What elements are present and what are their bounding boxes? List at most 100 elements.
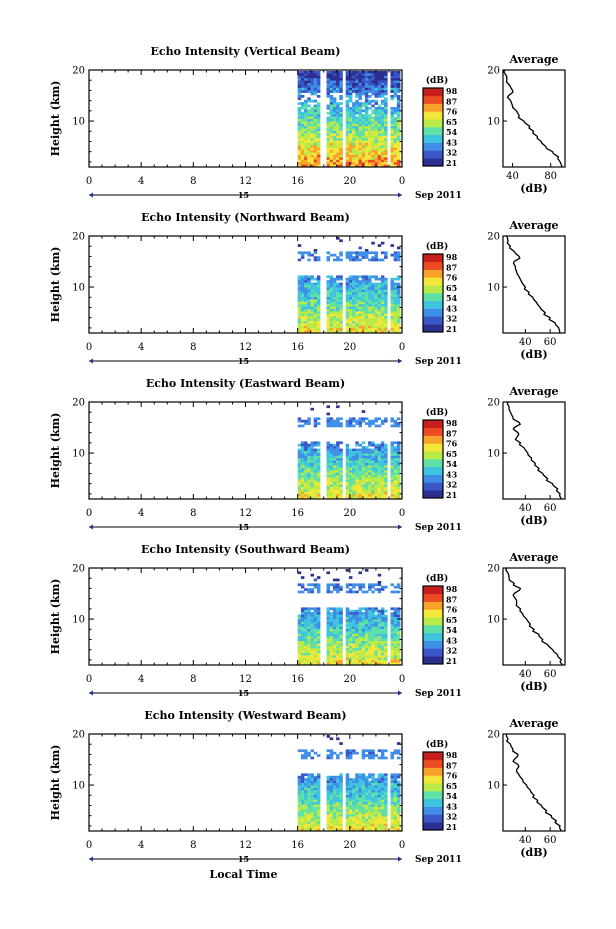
- heatmap-cell: [307, 802, 311, 805]
- heatmap-cell: [374, 472, 378, 476]
- heatmap-cell: [361, 797, 366, 801]
- heatmap-cell: [300, 804, 305, 808]
- heatmap-cell: [304, 135, 308, 139]
- heatmap-cell: [384, 773, 388, 777]
- heatmap-cell: [316, 477, 321, 481]
- heatmap-cell: [374, 624, 378, 627]
- heatmap-cell: [307, 633, 311, 637]
- heatmap-cell: [352, 795, 356, 798]
- heatmap-cell: [297, 131, 302, 134]
- heatmap-cell: [304, 306, 308, 310]
- heatmap-cell: [345, 641, 350, 644]
- avg-y-tick-label: 20: [487, 232, 500, 243]
- heatmap-cell: [300, 253, 305, 257]
- colorbar-segment: [423, 261, 443, 270]
- heatmap-cell: [345, 614, 350, 618]
- heatmap-cell: [310, 458, 314, 461]
- heatmap-cell: [316, 607, 321, 611]
- heatmap-cell: [332, 657, 337, 661]
- heatmap-cell: [300, 289, 305, 293]
- heatmap-cell: [364, 422, 369, 425]
- heatmap-cell: [329, 143, 334, 146]
- heatmap-cell: [374, 470, 378, 473]
- heatmap-cell: [355, 638, 359, 642]
- heatmap-cell: [358, 633, 362, 637]
- heatmap-cell: [326, 111, 330, 115]
- heatmap-cell: [345, 477, 350, 481]
- heatmap-cell: [348, 751, 353, 755]
- heatmap-cell: [313, 790, 318, 793]
- heatmap-cell: [326, 90, 330, 93]
- heatmap-cell: [326, 491, 330, 495]
- heatmap-cell: [384, 107, 388, 110]
- heatmap-cell: [355, 802, 359, 805]
- heatmap-cell: [316, 294, 321, 298]
- heatmap-cell: [316, 657, 321, 661]
- heatmap-cell: [358, 583, 362, 587]
- heatmap-cell: [368, 749, 372, 753]
- colorbar-segment: [423, 316, 443, 325]
- heatmap-cell: [307, 164, 311, 168]
- heatmap-cell: [310, 71, 314, 74]
- heatmap-cell: [358, 626, 362, 630]
- heatmap-cell: [307, 489, 311, 493]
- heatmap-cell: [300, 491, 305, 495]
- heatmap-cell: [380, 585, 385, 589]
- heatmap-cell: [396, 157, 401, 161]
- heatmap-cell: [384, 87, 388, 91]
- heatmap-cell: [326, 318, 330, 322]
- heatmap-cell: [297, 155, 302, 158]
- heatmap-cell: [316, 638, 321, 642]
- heatmap-cell: [371, 496, 375, 500]
- heatmap-cell: [396, 494, 401, 497]
- heatmap-cell: [339, 441, 343, 445]
- colorbar-tick-label: 21: [446, 822, 457, 832]
- heatmap-cell: [316, 159, 321, 163]
- heatmap-cell: [352, 657, 356, 661]
- heatmap-cell: [326, 624, 330, 627]
- heatmap-cell: [332, 484, 337, 488]
- heatmap-cell: [329, 828, 334, 832]
- heatmap-cell: [390, 795, 394, 798]
- heatmap-cell: [396, 140, 401, 144]
- heatmap-cell: [307, 477, 311, 481]
- heatmap-cell: [336, 299, 340, 303]
- heatmap-cell: [316, 128, 321, 132]
- heatmap-cell: [374, 819, 378, 822]
- x-tick-label: 8: [190, 176, 196, 187]
- heatmap-cell: [310, 773, 314, 777]
- heatmap-cell: [332, 147, 337, 151]
- heatmap-cell: [371, 162, 375, 165]
- heatmap-cell: [332, 162, 337, 165]
- heatmap-cell: [332, 621, 337, 625]
- heatmap-cell: [304, 73, 308, 77]
- heatmap-cell: [339, 609, 343, 613]
- heatmap-cell: [371, 645, 375, 649]
- heatmap-cell: [352, 816, 356, 820]
- heatmap-cell: [339, 164, 343, 168]
- heatmap-cell: [297, 467, 302, 471]
- heatmap-cell: [368, 662, 372, 666]
- heatmap-cell: [368, 823, 372, 827]
- heatmap-cell: [310, 147, 314, 151]
- heatmap-cell: [390, 150, 394, 153]
- heatmap-cell: [377, 588, 382, 591]
- heatmap-cell: [368, 626, 372, 630]
- heatmap-cell: [313, 157, 318, 161]
- heatmap-cell: [297, 328, 302, 331]
- average-frame: [502, 733, 566, 832]
- heatmap-cell: [304, 756, 308, 760]
- heatmap-cell: [336, 590, 340, 594]
- heatmap-cell: [390, 780, 394, 784]
- heatmap-cell: [371, 636, 375, 639]
- heatmap-cell: [371, 823, 375, 827]
- heatmap-cell: [384, 330, 388, 334]
- heatmap-cell: [329, 285, 334, 288]
- heatmap-cell: [348, 253, 353, 257]
- heatmap-cell: [377, 756, 382, 760]
- heatmap-cell: [390, 87, 394, 91]
- heatmap-cell: [300, 297, 305, 300]
- heatmap-cell: [384, 799, 388, 803]
- heatmap-cell: [380, 80, 385, 84]
- heatmap-cell: [300, 617, 305, 620]
